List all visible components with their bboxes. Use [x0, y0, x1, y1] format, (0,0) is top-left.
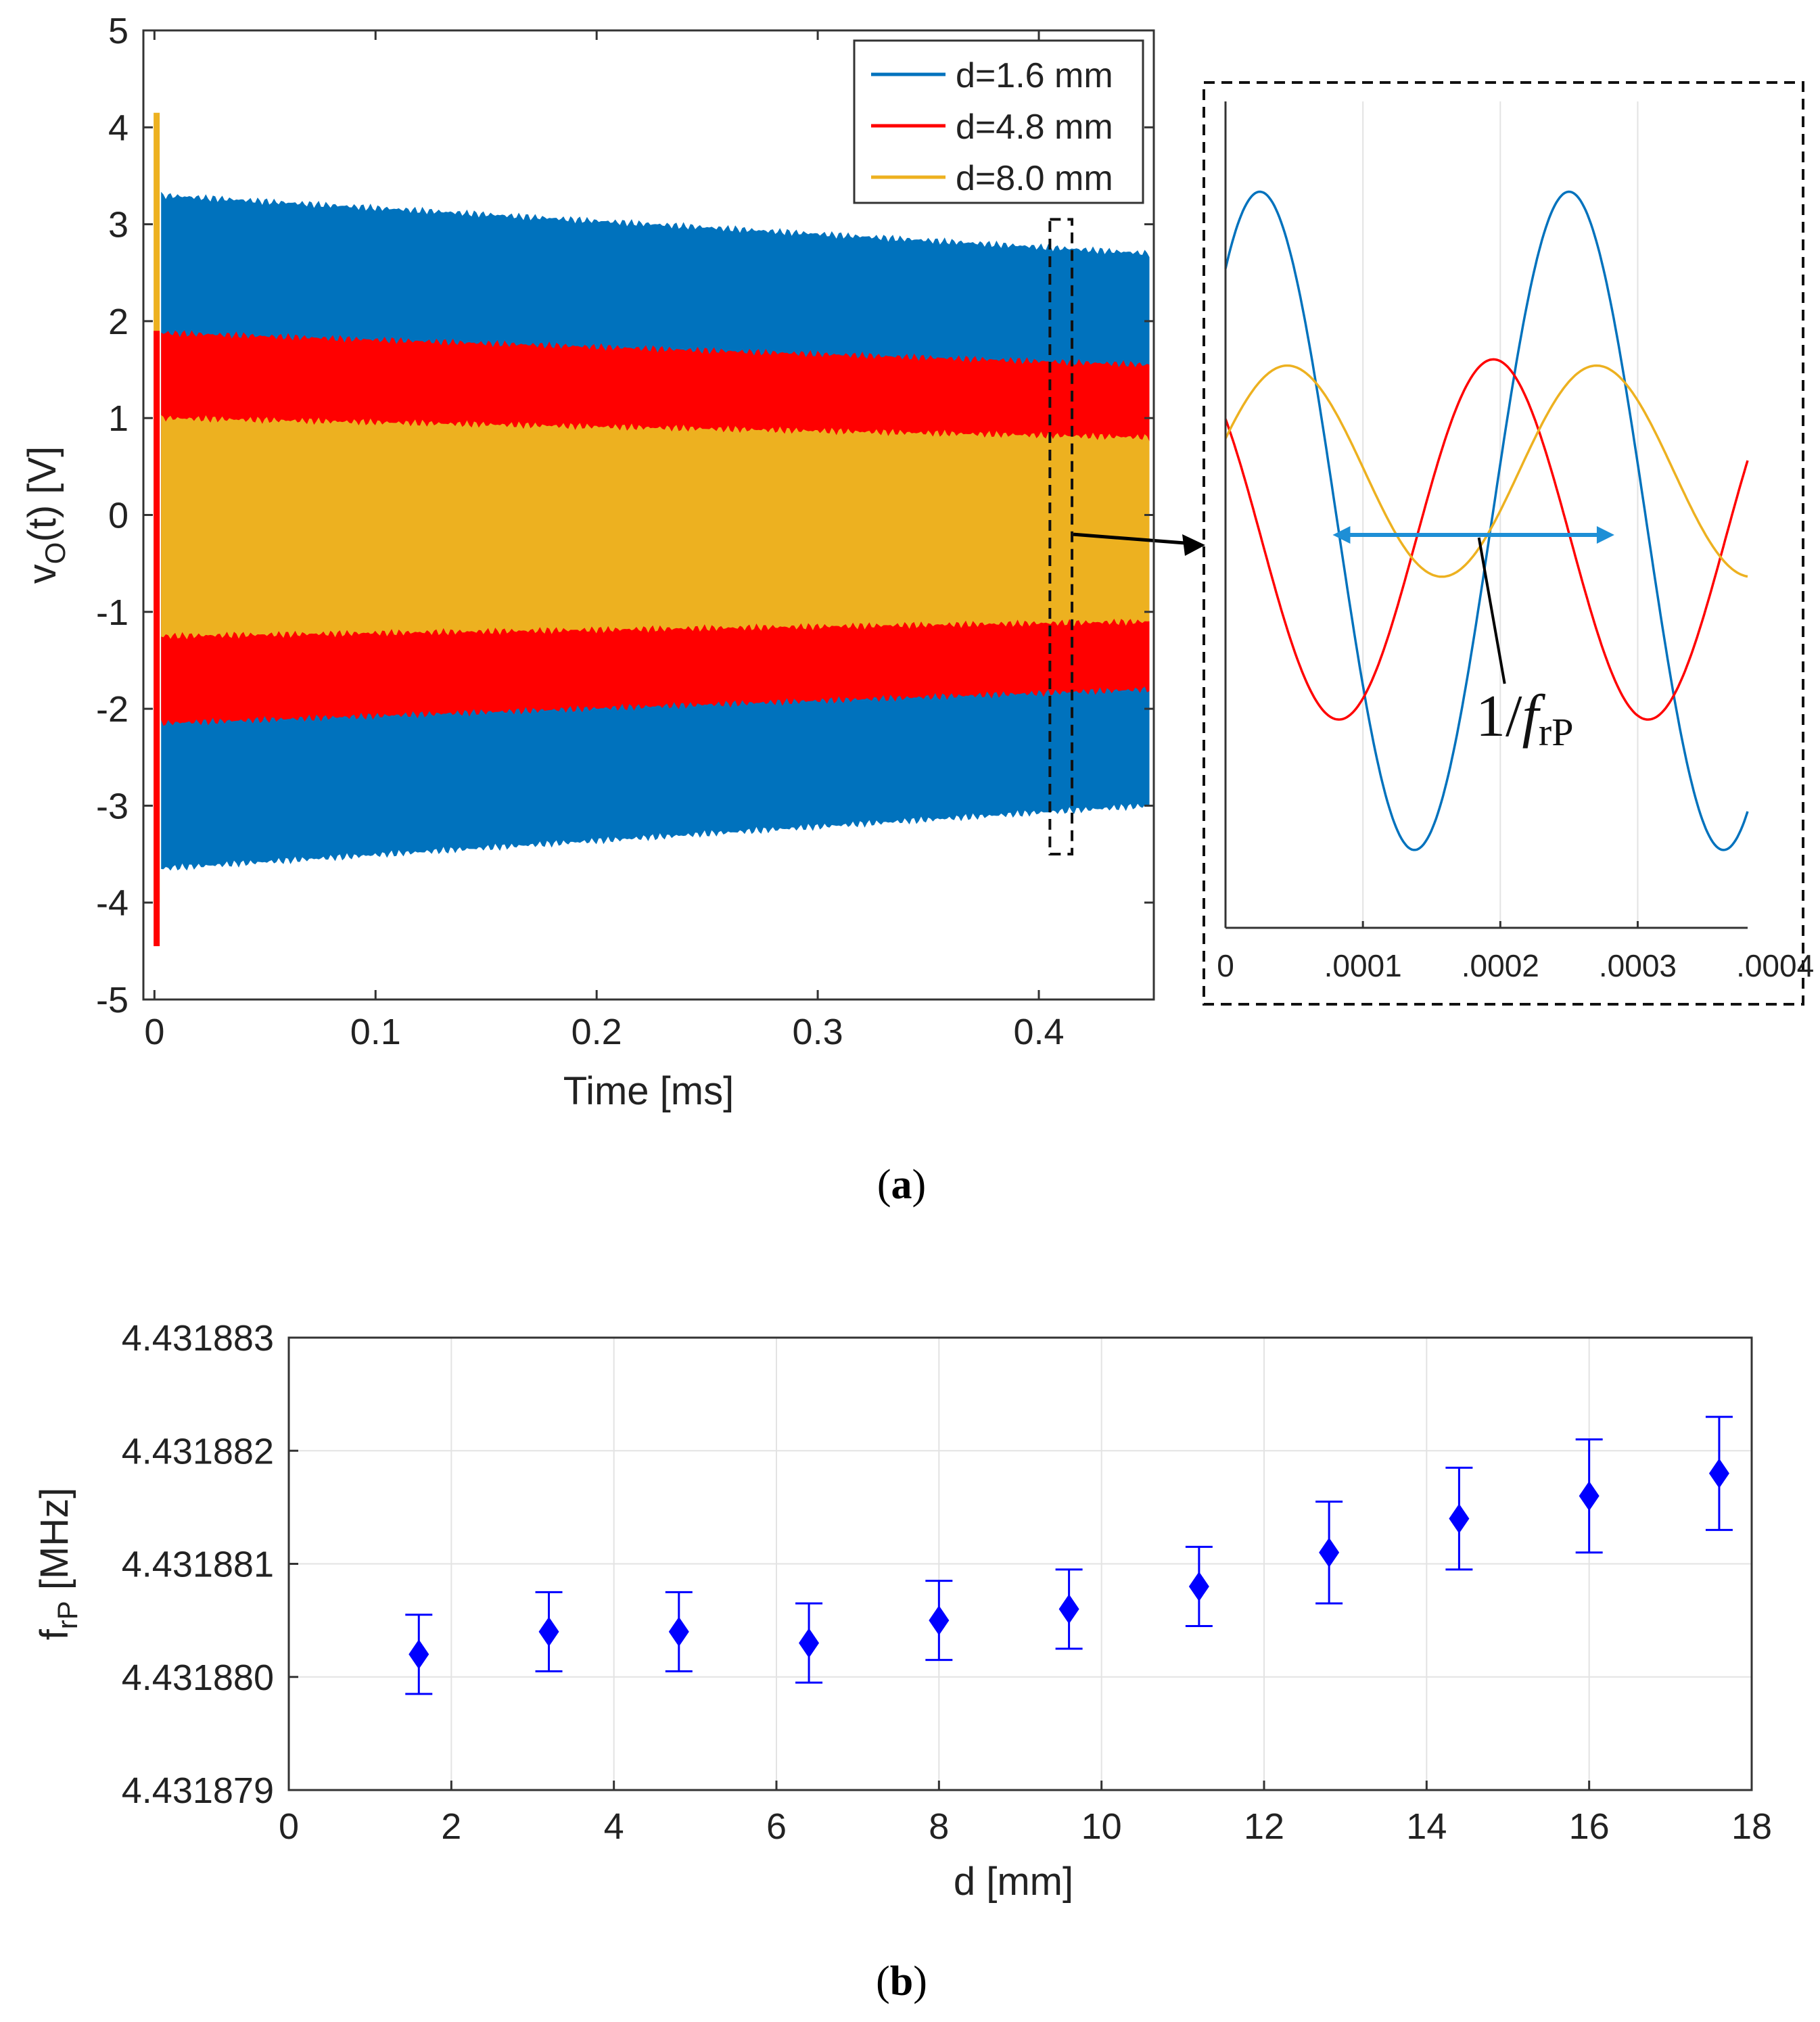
data-point-group — [1575, 1438, 1603, 1554]
legend: d=1.6 mm d=4.8 mm d=8.0 mm — [853, 39, 1144, 204]
y-tick-label: 0 — [108, 496, 129, 536]
inset-x-tick-label: .0004 — [1736, 948, 1814, 983]
data-point-group — [795, 1602, 823, 1684]
panel-b-plot: 0 2 4 6 8 10 12 14 16 18 4.431883 4.431882 4.431881… — [32, 1318, 1772, 2004]
panel-b-x-axis-label: d [mm] — [954, 1860, 1073, 1904]
panel-b-y-ticks: 4.431883 4.431882 4.431881 4.431880 4.431879 — [122, 1318, 298, 1811]
inset-dashed-border — [1203, 81, 1804, 1006]
data-point-group — [665, 1591, 693, 1672]
legend-label-d-1-6-mm: d=1.6 mm — [956, 56, 1113, 95]
y-tick-label: 4.431881 — [122, 1545, 274, 1585]
x-tick-label: 0.1 — [350, 1012, 401, 1052]
x-tick-label: 6 — [766, 1806, 787, 1847]
panel-a-y-ticks: 5 4 3 2 1 0 -1 -2 -3 -4 -5 — [96, 11, 1154, 1020]
inset-x-ticks: 0 .0001 .0002 .0003 .0004 — [1217, 921, 1814, 983]
diamond-marker — [1708, 1458, 1729, 1488]
y-tick-label: 5 — [108, 11, 129, 51]
data-point-group — [1315, 1501, 1343, 1605]
y-tick-label: 4 — [108, 108, 129, 148]
y-tick-label: 3 — [108, 205, 129, 245]
data-point-group — [1705, 1415, 1733, 1531]
y-tick-label: 4.431879 — [122, 1770, 274, 1811]
diamond-marker — [1058, 1594, 1079, 1624]
diamond-marker — [409, 1639, 429, 1670]
x-tick-label: 2 — [441, 1806, 461, 1847]
y-tick-label: -5 — [96, 980, 129, 1020]
y-tick-label: -2 — [96, 689, 129, 730]
panel-a-y-axis-label: vO(t) [V] — [20, 446, 71, 584]
diamond-marker — [1449, 1503, 1470, 1534]
x-tick-label: 10 — [1081, 1806, 1122, 1847]
x-tick-label: 16 — [1569, 1806, 1610, 1847]
legend-label-d-8-0-mm: d=8.0 mm — [956, 159, 1113, 198]
y-tick-label: 2 — [108, 302, 129, 342]
data-point-group — [1445, 1466, 1473, 1571]
panel-a-x-axis-label: Time [ms] — [563, 1069, 734, 1113]
period-arrow-head-right — [1596, 526, 1614, 544]
zoom-window-box — [1048, 218, 1074, 856]
panel-b-data-points — [405, 1415, 1733, 1695]
x-tick-label: 8 — [929, 1806, 949, 1847]
data-point-group — [1055, 1568, 1083, 1650]
panel-b-caption: (b) — [876, 1958, 927, 2004]
diamond-marker — [668, 1616, 689, 1647]
diamond-marker — [929, 1605, 950, 1636]
inset-x-tick-label: .0002 — [1462, 948, 1539, 983]
period-arrow-head-left — [1332, 526, 1351, 544]
data-point-group — [925, 1580, 953, 1662]
inset-x-tick-label: .0003 — [1599, 948, 1677, 983]
x-tick-label: 0 — [144, 1012, 164, 1052]
period-annotation-leader — [1477, 537, 1506, 684]
y-tick-label: 4.431882 — [122, 1431, 274, 1472]
y-tick-label: -4 — [96, 883, 129, 924]
y-tick-label: 1 — [108, 398, 129, 439]
panel-a-x-ticks: 0 0.1 0.2 0.3 0.4 — [144, 30, 1065, 1052]
x-tick-label: 0.4 — [1013, 1012, 1064, 1052]
data-point-group — [1185, 1545, 1213, 1627]
panel-a-inset-plot: 0 .0001 .0002 .0003 .0004 1/frP — [1203, 81, 1814, 1006]
inset-axes — [1224, 101, 1748, 929]
data-point-group — [405, 1614, 433, 1695]
diamond-marker — [1579, 1481, 1600, 1511]
zoom-arrow — [1073, 532, 1186, 545]
y-tick-label: 4.431883 — [122, 1318, 274, 1359]
diamond-marker — [1188, 1571, 1209, 1601]
legend-label-d-4-8-mm: d=4.8 mm — [956, 108, 1113, 147]
envelope-bands — [161, 191, 1150, 871]
inset-wave-d-4-8-mm — [1224, 358, 1749, 721]
x-tick-label: 18 — [1731, 1806, 1772, 1847]
x-tick-label: 0.2 — [571, 1012, 622, 1052]
inset-x-tick-label: .0001 — [1324, 948, 1402, 983]
panel-b-y-axis-label: frP [MHz] — [32, 1488, 83, 1641]
inset-x-tick-label: 0 — [1217, 948, 1234, 983]
period-annotation: 1/frP — [1476, 684, 1573, 754]
x-tick-label: 0 — [279, 1806, 299, 1847]
zoom-arrow-head — [1182, 534, 1205, 556]
inset-wave-d-1-6-mm — [1224, 190, 1749, 851]
diamond-marker — [799, 1628, 820, 1658]
diamond-marker — [538, 1616, 559, 1647]
x-tick-label: 4 — [604, 1806, 624, 1847]
y-tick-label: -3 — [96, 786, 129, 826]
envelope-d-8-0-mm — [161, 415, 1150, 640]
x-tick-label: 0.3 — [793, 1012, 843, 1052]
x-tick-label: 14 — [1406, 1806, 1447, 1847]
data-point-group — [535, 1591, 563, 1672]
diamond-marker — [1319, 1537, 1340, 1568]
panel-a-main-plot: 0 0.1 0.2 0.3 0.4 5 4 3 2 1 0 -1 -2 -3 -4 -5 Time [ms]… — [20, 11, 1205, 1208]
panel-b-x-ticks: 0 2 4 6 8 10 12 14 16 18 — [279, 1781, 1772, 1847]
panel-a-caption: (a) — [877, 1162, 926, 1208]
y-tick-label: -1 — [96, 592, 129, 633]
y-tick-label: 4.431880 — [122, 1657, 274, 1698]
x-tick-label: 12 — [1244, 1806, 1284, 1847]
